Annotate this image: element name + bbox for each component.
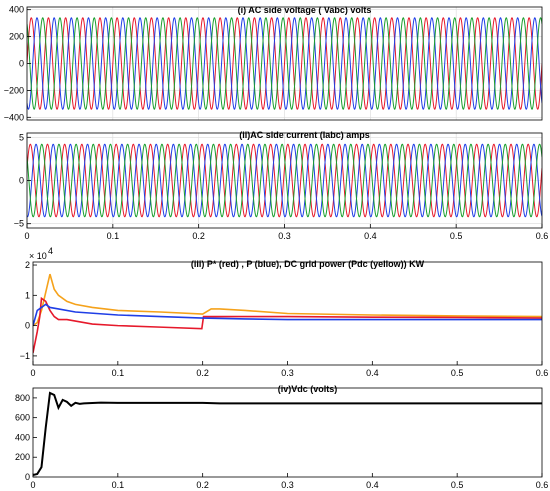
x-tick-label: 0 [30, 480, 35, 490]
chart-title: (iii) P* (red) , P (blue), DC grid power… [191, 259, 425, 269]
x-tick-label: 0.1 [112, 480, 125, 490]
x-tick-label: 0.6 [536, 368, 549, 378]
series-line-1 [27, 17, 542, 110]
y-tick-label: 0 [19, 176, 24, 186]
x-tick-label: 0 [24, 231, 29, 241]
series-line-2 [27, 143, 542, 218]
chart-title: (ii)AC side current (Iabc) amps [239, 130, 370, 140]
x-tick-label: 0.6 [536, 231, 549, 241]
x-tick-label: 0.2 [192, 231, 205, 241]
x-tick-label: 0.1 [107, 231, 120, 241]
y-tick-label: −5 [14, 219, 24, 229]
x-tick-label: 0.5 [451, 480, 464, 490]
x-tick-label: 0.2 [196, 368, 209, 378]
series-line-2 [27, 17, 542, 110]
x-tick-label: 0 [30, 368, 35, 378]
series-line-3 [27, 143, 542, 218]
x-tick-label: 0.5 [450, 231, 463, 241]
x-tick-label: 0.3 [281, 368, 294, 378]
y-tick-label: 400 [9, 5, 24, 15]
panel-3: 210−10 0.1 0.2 0.3 0.4 0.5 0.6(iii) P* (red) ,… [20, 246, 549, 378]
y-tick-label: −200 [4, 85, 24, 95]
y-tick-label: 200 [15, 452, 30, 462]
y-tick-label: 5 [19, 132, 24, 142]
y-tick-label: 200 [9, 32, 24, 42]
y-tick-label: 1 [25, 290, 30, 300]
series-line-3 [27, 17, 542, 110]
axes-frame [32, 387, 543, 478]
chart-title: (i) AC side voltage ( Vabc) volts [238, 5, 372, 15]
x-tick-label: 0.4 [366, 368, 379, 378]
exponent-label: × 10 [29, 251, 47, 261]
y-tick-label: −400 [4, 112, 24, 122]
panel-4: 800 600 400 200 00 0.1 0.2 0.3 0.4 0.5 0.6 (iv)Vdc … [15, 384, 548, 490]
exponent-power: 4 [48, 246, 53, 256]
y-tick-label: 400 [15, 432, 30, 442]
panel-2: 50−50 0.1 0.2 0.3 0.4 0.5 0.6(ii)AC side curre… [14, 130, 549, 241]
y-tick-label: 0 [25, 321, 30, 331]
x-tick-label: 0.3 [281, 480, 294, 490]
y-tick-label: 0 [19, 59, 24, 69]
series-line-2 [33, 296, 542, 354]
y-tick-label: −1 [20, 351, 30, 361]
x-tick-label: 0.3 [278, 231, 291, 241]
series-line-1 [33, 273, 542, 327]
series-line-3 [33, 303, 542, 326]
x-tick-label: 0.1 [112, 368, 125, 378]
y-tick-label: 800 [15, 393, 30, 403]
x-tick-label: 0.4 [366, 480, 379, 490]
x-tick-label: 0.4 [364, 231, 377, 241]
series-line-1 [33, 391, 542, 476]
y-tick-label: 0 [25, 472, 30, 482]
panel-1: 400 200 0 −200 −400 (i) AC side voltage ( Vab… [4, 5, 543, 122]
chart-title: (iv)Vdc (volts) [278, 384, 338, 394]
x-tick-label: 0.6 [536, 480, 549, 490]
series-line-1 [27, 143, 542, 218]
y-tick-label: 600 [15, 413, 30, 423]
x-tick-label: 0.5 [451, 368, 464, 378]
y-tick-label: 2 [25, 260, 30, 270]
x-tick-label: 0.2 [196, 480, 209, 490]
